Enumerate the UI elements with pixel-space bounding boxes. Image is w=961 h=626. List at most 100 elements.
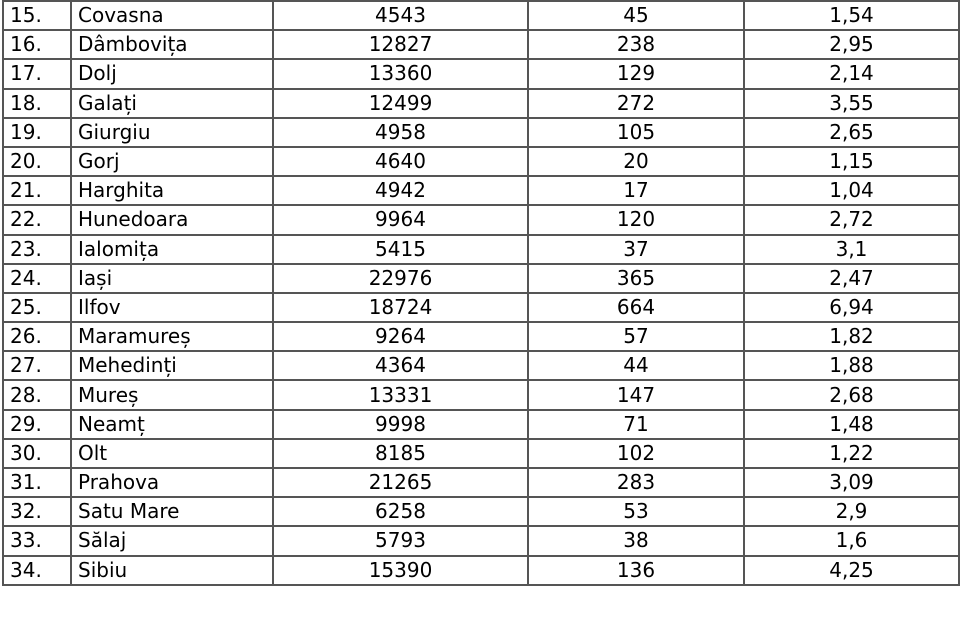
value-1-cell: 4958 xyxy=(272,116,529,148)
table-row: 25. Ilfov 18724 664 6,94 xyxy=(2,291,960,324)
value-2-cell: 57 xyxy=(527,321,745,353)
value-2-cell: 53 xyxy=(527,496,745,528)
county-name-cell: Covasna xyxy=(70,0,274,32)
value-1-cell: 21265 xyxy=(272,466,529,499)
value-3-cell: 6,94 xyxy=(743,291,960,324)
value-1-cell: 5793 xyxy=(272,525,529,557)
row-number-cell: 17. xyxy=(2,58,72,90)
value-2-cell: 102 xyxy=(527,437,745,470)
county-name-cell: Olt xyxy=(70,437,274,470)
table-row: 21. Harghita 4942 17 1,04 xyxy=(2,175,960,207)
value-3-cell: 2,72 xyxy=(743,204,960,236)
table-row: 18. Galați 12499 272 3,55 xyxy=(2,87,960,119)
value-1-cell: 9998 xyxy=(272,408,529,440)
county-name-cell: Mureș xyxy=(70,379,274,411)
value-2-cell: 129 xyxy=(527,58,745,90)
row-number-cell: 20. xyxy=(2,145,72,178)
table-body: 15. Covasna 4543 45 1,54 16. Dâmbovița 12827 238… xyxy=(2,0,960,586)
value-2-cell: 45 xyxy=(527,0,745,32)
table-row: 15. Covasna 4543 45 1,54 xyxy=(2,0,960,32)
value-2-cell: 120 xyxy=(527,204,745,236)
table-row: 24. Iași 22976 365 2,47 xyxy=(2,262,960,294)
row-number-cell: 29. xyxy=(2,408,72,440)
value-1-cell: 9264 xyxy=(272,321,529,353)
county-name-cell: Mehedinți xyxy=(70,350,274,382)
row-number-cell: 25. xyxy=(2,291,72,324)
value-3-cell: 1,48 xyxy=(743,408,960,440)
county-name-cell: Gorj xyxy=(70,145,274,178)
value-2-cell: 38 xyxy=(527,525,745,557)
table-row: 33. Sălaj 5793 38 1,6 xyxy=(2,525,960,557)
value-2-cell: 147 xyxy=(527,379,745,411)
row-number-cell: 31. xyxy=(2,466,72,499)
row-number-cell: 34. xyxy=(2,554,72,586)
table-row: 17. Dolj 13360 129 2,14 xyxy=(2,58,960,90)
table-row: 20. Gorj 4640 20 1,15 xyxy=(2,145,960,178)
value-3-cell: 1,88 xyxy=(743,350,960,382)
county-name-cell: Iași xyxy=(70,262,274,294)
value-2-cell: 238 xyxy=(527,29,745,61)
value-3-cell: 3,1 xyxy=(743,233,960,265)
value-1-cell: 12499 xyxy=(272,87,529,119)
table-row: 31. Prahova 21265 283 3,09 xyxy=(2,466,960,499)
table-row: 32. Satu Mare 6258 53 2,9 xyxy=(2,496,960,528)
county-name-cell: Dâmbovița xyxy=(70,29,274,61)
value-1-cell: 13360 xyxy=(272,58,529,90)
row-number-cell: 22. xyxy=(2,204,72,236)
value-1-cell: 9964 xyxy=(272,204,529,236)
county-name-cell: Hunedoara xyxy=(70,204,274,236)
value-3-cell: 3,55 xyxy=(743,87,960,119)
value-1-cell: 4543 xyxy=(272,0,529,32)
value-3-cell: 1,82 xyxy=(743,321,960,353)
row-number-cell: 23. xyxy=(2,233,72,265)
county-name-cell: Sălaj xyxy=(70,525,274,557)
row-number-cell: 30. xyxy=(2,437,72,470)
value-1-cell: 6258 xyxy=(272,496,529,528)
row-number-cell: 32. xyxy=(2,496,72,528)
county-data-table: 15. Covasna 4543 45 1,54 16. Dâmbovița 12827 238… xyxy=(2,0,960,586)
value-2-cell: 365 xyxy=(527,262,745,294)
value-2-cell: 44 xyxy=(527,350,745,382)
county-name-cell: Giurgiu xyxy=(70,116,274,148)
value-3-cell: 1,04 xyxy=(743,175,960,207)
value-3-cell: 4,25 xyxy=(743,554,960,586)
table-row: 34. Sibiu 15390 136 4,25 xyxy=(2,554,960,586)
row-number-cell: 16. xyxy=(2,29,72,61)
value-2-cell: 20 xyxy=(527,145,745,178)
value-3-cell: 1,6 xyxy=(743,525,960,557)
value-2-cell: 136 xyxy=(527,554,745,586)
value-3-cell: 2,9 xyxy=(743,496,960,528)
value-3-cell: 1,54 xyxy=(743,0,960,32)
value-2-cell: 105 xyxy=(527,116,745,148)
value-1-cell: 13331 xyxy=(272,379,529,411)
table-row: 23. Ialomița 5415 37 3,1 xyxy=(2,233,960,265)
county-name-cell: Harghita xyxy=(70,175,274,207)
table-row: 26. Maramureș 9264 57 1,82 xyxy=(2,321,960,353)
value-1-cell: 12827 xyxy=(272,29,529,61)
value-3-cell: 2,68 xyxy=(743,379,960,411)
value-1-cell: 18724 xyxy=(272,291,529,324)
row-number-cell: 28. xyxy=(2,379,72,411)
row-number-cell: 15. xyxy=(2,0,72,32)
county-name-cell: Ilfov xyxy=(70,291,274,324)
table-row: 28. Mureș 13331 147 2,68 xyxy=(2,379,960,411)
county-name-cell: Dolj xyxy=(70,58,274,90)
value-3-cell: 2,65 xyxy=(743,116,960,148)
county-name-cell: Prahova xyxy=(70,466,274,499)
row-number-cell: 27. xyxy=(2,350,72,382)
value-2-cell: 272 xyxy=(527,87,745,119)
county-name-cell: Galați xyxy=(70,87,274,119)
table-row: 27. Mehedinți 4364 44 1,88 xyxy=(2,350,960,382)
value-2-cell: 37 xyxy=(527,233,745,265)
table-row: 30. Olt 8185 102 1,22 xyxy=(2,437,960,470)
value-2-cell: 283 xyxy=(527,466,745,499)
row-number-cell: 33. xyxy=(2,525,72,557)
value-3-cell: 2,95 xyxy=(743,29,960,61)
value-1-cell: 4640 xyxy=(272,145,529,178)
value-3-cell: 2,14 xyxy=(743,58,960,90)
value-3-cell: 1,15 xyxy=(743,145,960,178)
county-name-cell: Maramureș xyxy=(70,321,274,353)
row-number-cell: 18. xyxy=(2,87,72,119)
table-row: 29. Neamț 9998 71 1,48 xyxy=(2,408,960,440)
table-row: 16. Dâmbovița 12827 238 2,95 xyxy=(2,29,960,61)
